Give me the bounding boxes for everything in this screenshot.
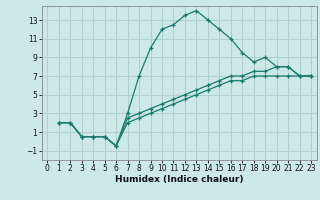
- X-axis label: Humidex (Indice chaleur): Humidex (Indice chaleur): [115, 175, 244, 184]
